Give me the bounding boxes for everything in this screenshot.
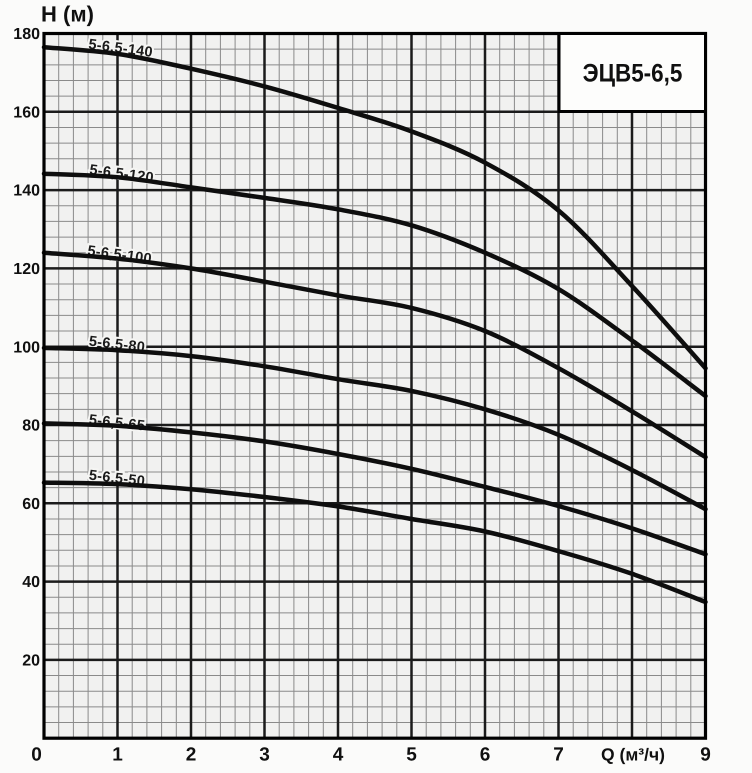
svg-text:120: 120 xyxy=(13,261,40,278)
svg-text:6: 6 xyxy=(480,745,491,766)
svg-text:1: 1 xyxy=(112,745,123,766)
svg-text:40: 40 xyxy=(22,574,40,591)
svg-text:180: 180 xyxy=(13,26,40,43)
svg-text:3: 3 xyxy=(259,745,270,766)
svg-text:4: 4 xyxy=(333,745,344,766)
svg-text:80: 80 xyxy=(22,418,40,435)
svg-text:140: 140 xyxy=(13,183,40,200)
svg-text:ЭЦВ5-6,5: ЭЦВ5-6,5 xyxy=(583,60,683,88)
svg-text:7: 7 xyxy=(553,745,564,766)
svg-text:160: 160 xyxy=(13,104,40,121)
svg-text:Q (м³/ч): Q (м³/ч) xyxy=(601,745,665,765)
svg-text:60: 60 xyxy=(22,496,40,513)
svg-text:5: 5 xyxy=(406,745,417,766)
svg-text:2: 2 xyxy=(186,745,197,766)
svg-text:20: 20 xyxy=(22,653,40,670)
svg-text:100: 100 xyxy=(13,339,40,356)
svg-text:0: 0 xyxy=(31,745,42,766)
svg-text:H (м): H (м) xyxy=(41,2,94,27)
svg-text:9: 9 xyxy=(700,745,711,766)
